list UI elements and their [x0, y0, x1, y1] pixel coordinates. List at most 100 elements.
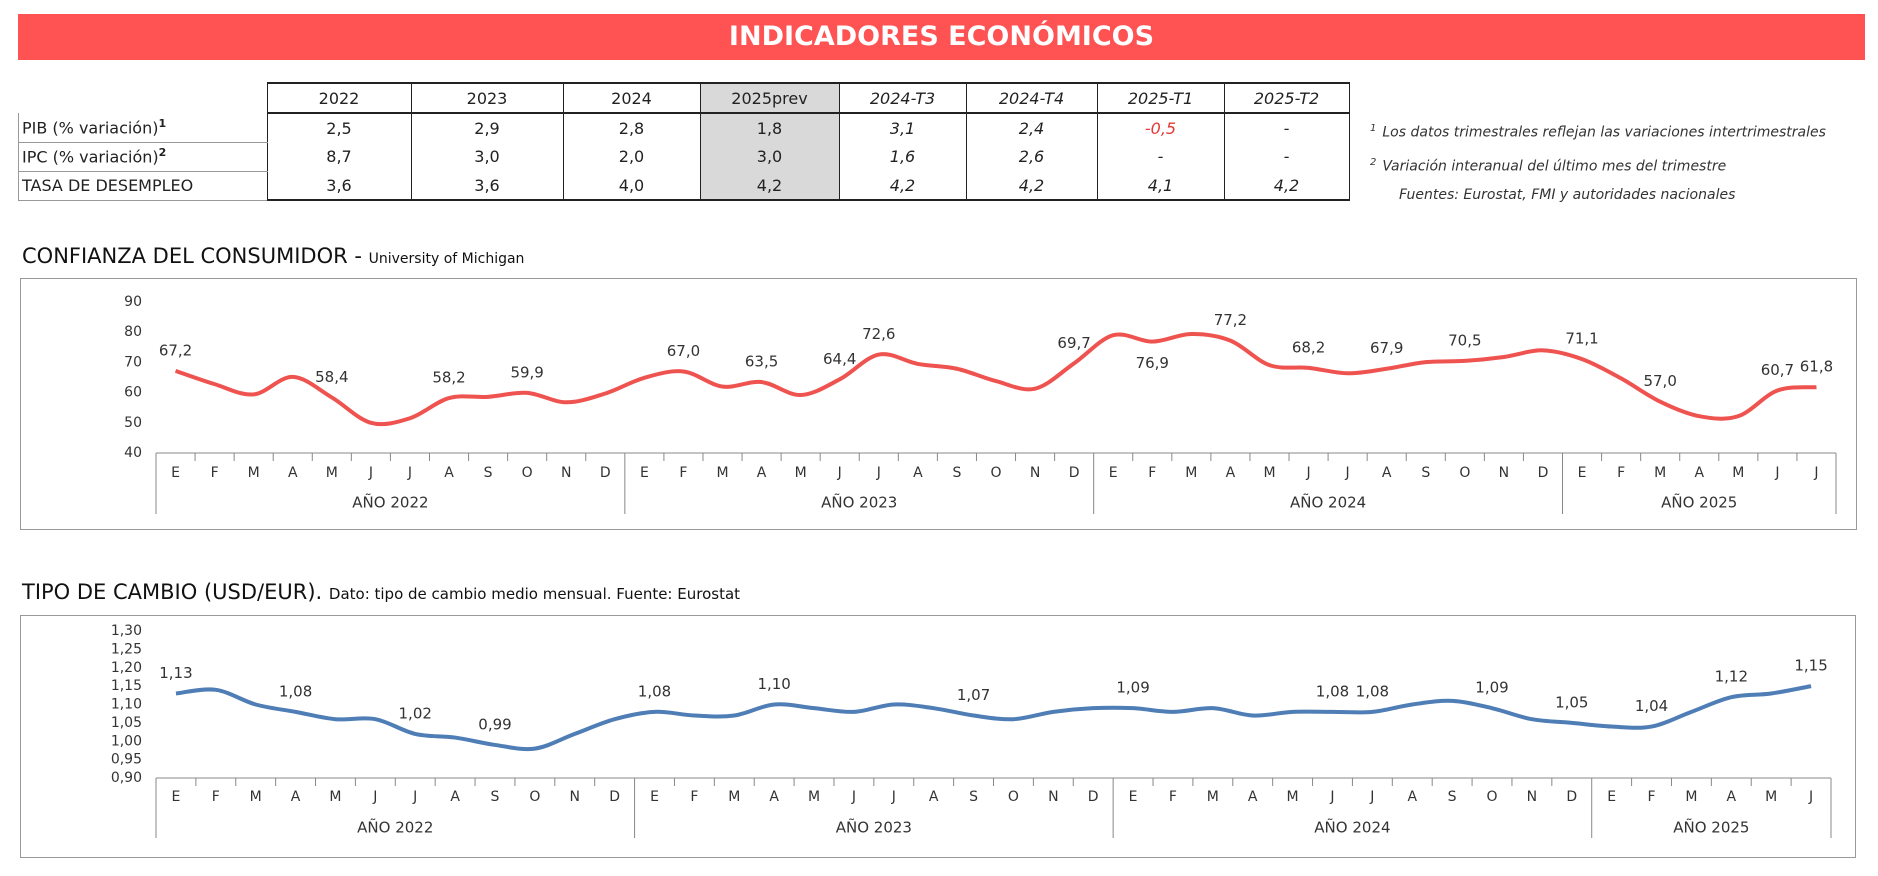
x-tick-label: J: [372, 789, 377, 805]
data-label: 1,08: [1316, 682, 1349, 700]
table-cell: -: [1223, 142, 1350, 171]
data-label: 67,2: [159, 341, 192, 359]
x-tick-label: E: [650, 789, 659, 805]
table-row: PIB (% variación)1 2,5 2,9 2,8 1,8 3,1 2,4 -0,5…: [18, 113, 1350, 143]
table-cell: -0,5: [1096, 113, 1225, 142]
x-tick-label: J: [1369, 789, 1374, 805]
x-tick-label: M: [1263, 465, 1275, 481]
x-tick-label: M: [1287, 789, 1299, 805]
header-title: INDICADORES ECONÓMICOS: [18, 14, 1865, 60]
data-label: 1,08: [279, 682, 312, 700]
x-tick-label: N: [561, 465, 571, 481]
y-tick-label: 1,10: [111, 697, 142, 713]
table-cell: 8,7: [266, 142, 412, 171]
data-label: 1,13: [159, 664, 192, 682]
data-label: 1,09: [1475, 679, 1508, 697]
x-tick-label: N: [1030, 465, 1040, 481]
x-tick-label: A: [1694, 465, 1704, 481]
x-tick-label: S: [484, 465, 493, 481]
note-text: Variación interanual del último mes del …: [1382, 158, 1727, 175]
x-tick-label: A: [1226, 465, 1236, 481]
table-cell: 4,0: [562, 171, 701, 201]
data-label: 57,0: [1643, 372, 1676, 390]
x-tick-label: M: [716, 465, 728, 481]
x-tick-label: A: [1727, 789, 1737, 805]
y-tick-label: 1,30: [111, 623, 142, 639]
year-label: AÑO 2023: [821, 493, 897, 512]
x-tick-label: O: [1486, 789, 1497, 805]
year-label: AÑO 2025: [1661, 493, 1737, 512]
table-cell: 4,2: [965, 171, 1098, 201]
table-cell: 3,6: [410, 171, 564, 201]
note-marker: 1: [1370, 123, 1377, 134]
data-label: 64,4: [823, 350, 856, 368]
chart-frame: [20, 615, 1856, 858]
data-label: 71,1: [1565, 330, 1598, 348]
x-tick-label: D: [1538, 465, 1549, 481]
x-tick-label: M: [250, 789, 262, 805]
x-tick-label: M: [1654, 465, 1666, 481]
note-marker: 2: [1370, 156, 1377, 168]
x-tick-label: F: [1617, 465, 1625, 481]
table-cell: 4,2: [1223, 171, 1350, 201]
x-tick-label: A: [929, 789, 939, 805]
data-label: 1,08: [1356, 682, 1389, 700]
data-label: 72,6: [862, 325, 895, 343]
x-tick-label: M: [1685, 789, 1697, 805]
x-tick-label: O: [529, 789, 540, 805]
x-tick-label: D: [609, 789, 620, 805]
indicators-table: 2022 2023 2024 2025prev 2024-T3 2024-T4 2025-T…: [18, 82, 1350, 201]
x-tick-label: A: [288, 465, 298, 481]
x-tick-label: M: [326, 465, 338, 481]
y-tick-label: 1,15: [111, 678, 142, 694]
data-label: 70,5: [1448, 331, 1481, 349]
y-tick-label: 1,05: [111, 715, 142, 731]
data-label: 1,05: [1555, 693, 1588, 711]
source-note: Fuentes: Eurostat, FMI y autoridades nac…: [1399, 187, 1736, 204]
column-header: 2025prev: [699, 82, 840, 114]
x-tick-label: S: [1448, 789, 1457, 805]
year-label: AÑO 2022: [352, 493, 428, 512]
x-tick-label: J: [412, 789, 417, 805]
x-tick-label: A: [444, 465, 454, 481]
x-tick-label: M: [1765, 789, 1777, 805]
data-label: 76,9: [1136, 354, 1169, 372]
row-label: IPC (% variación)2: [18, 142, 268, 172]
x-tick-label: A: [757, 465, 767, 481]
x-tick-label: E: [172, 789, 181, 805]
x-tick-label: D: [1566, 789, 1577, 805]
y-tick-label: 1,20: [111, 660, 142, 676]
x-tick-label: M: [728, 789, 740, 805]
y-tick-label: 0,95: [111, 752, 142, 768]
x-tick-label: E: [1109, 465, 1118, 481]
data-label: 58,2: [432, 369, 465, 387]
row-label: PIB (% variación)1: [18, 113, 268, 143]
x-tick-label: A: [450, 789, 460, 805]
table-cell: 2,0: [562, 142, 701, 171]
chart-title: TIPO DE CAMBIO (USD/EUR).: [22, 580, 323, 604]
chart-frame: [20, 278, 1857, 530]
y-tick-label: 70: [124, 354, 142, 370]
y-tick-label: 80: [124, 324, 142, 340]
x-tick-label: J: [1305, 465, 1310, 481]
chart-subtitle: Dato: tipo de cambio medio mensual. Fuen…: [328, 585, 741, 603]
year-label: AÑO 2023: [836, 818, 912, 837]
column-header: 2024: [562, 82, 701, 114]
x-tick-label: F: [1148, 465, 1156, 481]
y-tick-label: 50: [124, 415, 142, 431]
data-label: 67,9: [1370, 339, 1403, 357]
x-tick-label: A: [1382, 465, 1392, 481]
x-tick-label: J: [368, 465, 373, 481]
table-cell: 2,4: [965, 113, 1098, 142]
x-tick-label: F: [679, 465, 687, 481]
x-tick-label: O: [522, 465, 533, 481]
x-tick-label: M: [248, 465, 260, 481]
data-label: 0,99: [478, 715, 511, 733]
x-tick-label: M: [795, 465, 807, 481]
x-tick-label: S: [969, 789, 978, 805]
x-tick-label: S: [952, 465, 961, 481]
table-cell: 3,6: [266, 171, 412, 201]
note: 2 Variación interanual del último mes del…: [1370, 148, 1826, 182]
chart-title: CONFIANZA DEL CONSUMIDOR -: [22, 244, 362, 268]
